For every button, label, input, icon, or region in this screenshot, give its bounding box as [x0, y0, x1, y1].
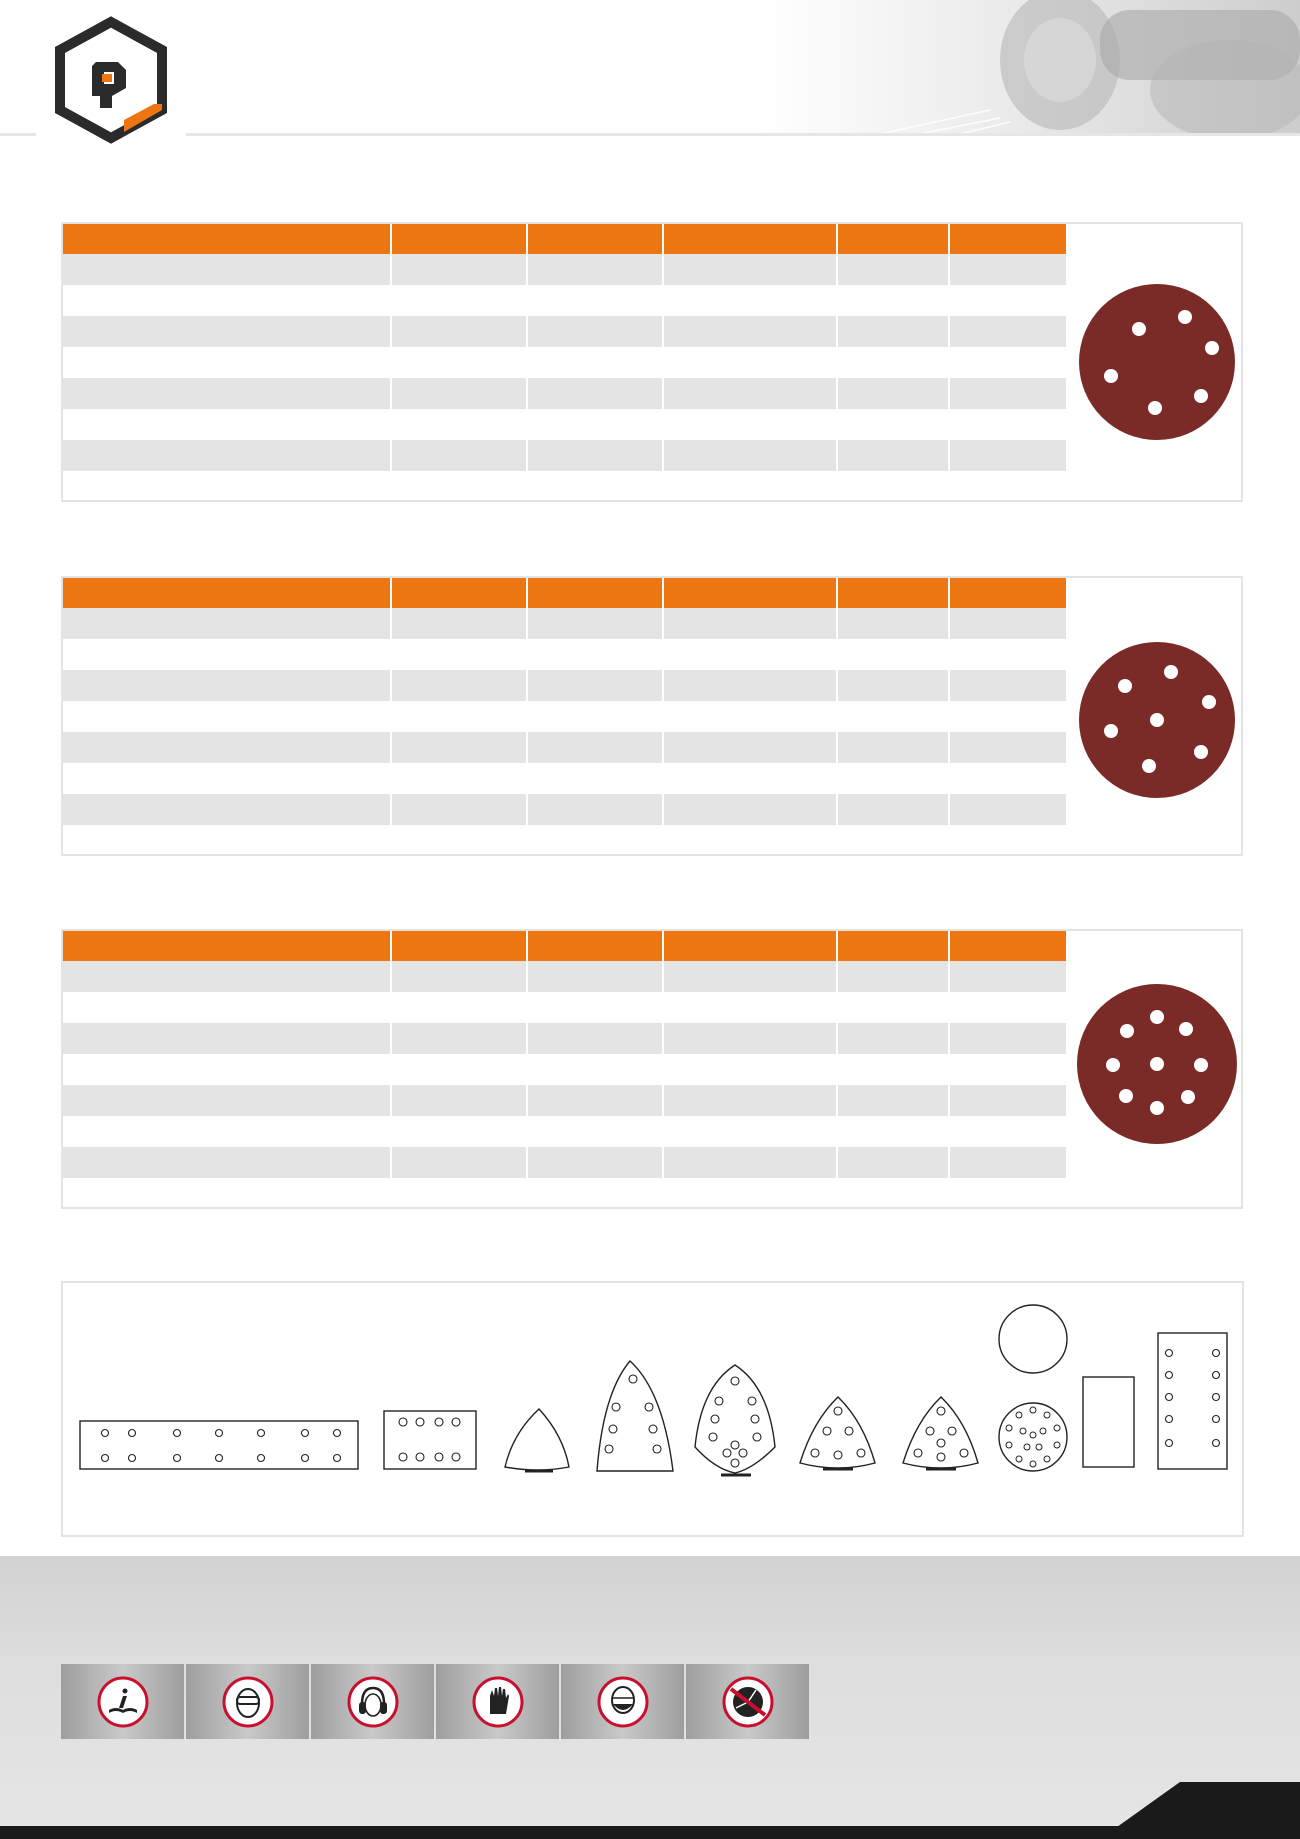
- header-cell: [838, 931, 948, 961]
- header-cell: [950, 931, 1066, 961]
- mask-protection-icon: [597, 1676, 649, 1728]
- safety-tile: [686, 1664, 809, 1739]
- table-row: [63, 316, 1066, 347]
- strip-10-holes-icon: [1157, 1332, 1228, 1470]
- table-row: [63, 639, 1066, 670]
- sheet-shapes-diagram: [79, 1304, 1228, 1477]
- header-cell: [664, 578, 836, 608]
- table-row: [63, 1147, 1066, 1178]
- long-strip-14-holes-icon: [79, 1420, 359, 1470]
- header-photo: [760, 0, 1300, 140]
- sanding-disc-9-holes-icon: [1077, 984, 1237, 1144]
- footer-bottom-bar: [0, 1826, 1300, 1839]
- eye-protection-icon: [222, 1676, 274, 1728]
- round-multi-holes-icon: [998, 1402, 1068, 1472]
- safety-tile: [311, 1664, 434, 1739]
- table-row: [63, 763, 1066, 794]
- header-cell: [664, 224, 836, 254]
- product-table: [63, 578, 1066, 825]
- footer-corner-accent: [1110, 1782, 1300, 1832]
- table-header-row: [63, 931, 1066, 961]
- delta-no-holes-icon: [504, 1408, 570, 1473]
- header-cell: [392, 224, 526, 254]
- header: [0, 0, 1300, 168]
- table-row: [63, 608, 1066, 639]
- table-row: [63, 347, 1066, 378]
- brand-hexagon-logo-icon: [36, 0, 186, 168]
- table-row: [63, 254, 1066, 285]
- header-cell: [664, 931, 836, 961]
- header-cell: [838, 224, 948, 254]
- rectangle-8-holes-icon: [383, 1410, 477, 1470]
- rectangle-no-holes-icon: [1082, 1376, 1135, 1468]
- read-manual-icon: [97, 1676, 149, 1728]
- safety-tile: [436, 1664, 559, 1739]
- product-panel-9-holes: [61, 929, 1243, 1209]
- safety-icons-strip: [61, 1664, 809, 1739]
- header-divider: [0, 133, 1300, 136]
- header-cell: [950, 224, 1066, 254]
- table-row: [63, 794, 1066, 825]
- header-cell: [838, 578, 948, 608]
- safety-tile: [186, 1664, 309, 1739]
- table-row: [63, 440, 1066, 471]
- header-cell: [528, 931, 662, 961]
- table-row: [63, 732, 1066, 763]
- ear-protection-icon: [347, 1676, 399, 1728]
- power-tool-photo: [879, 0, 1300, 140]
- product-panel-7-holes: [61, 576, 1243, 856]
- table-header-row: [63, 578, 1066, 608]
- header-cell: [63, 578, 390, 608]
- table-row: [63, 285, 1066, 316]
- table-row: [63, 701, 1066, 732]
- header-cell: [63, 224, 390, 254]
- header-cell: [392, 931, 526, 961]
- table-row: [63, 961, 1066, 992]
- table-row: [63, 992, 1066, 1023]
- iron-shape-8-holes-icon: [596, 1359, 674, 1472]
- triangle-6-holes-icon: [799, 1396, 876, 1471]
- sanding-disc-6-holes-icon: [1079, 284, 1235, 440]
- sanding-disc-7-holes-icon: [1079, 642, 1235, 798]
- product-table: [63, 224, 1066, 471]
- product-panel-6-holes: [61, 222, 1243, 502]
- no-damaged-disc-icon: [722, 1676, 774, 1728]
- header-cell: [528, 224, 662, 254]
- product-table: [63, 931, 1066, 1178]
- sheet-shapes-panel: [61, 1281, 1244, 1537]
- header-cell: [63, 931, 390, 961]
- table-header-row: [63, 224, 1066, 254]
- table-row: [63, 670, 1066, 701]
- header-cell: [950, 578, 1066, 608]
- table-row: [63, 1116, 1066, 1147]
- safety-tile: [61, 1664, 184, 1739]
- iron-shape-11-holes-icon: [694, 1364, 776, 1477]
- table-row: [63, 1023, 1066, 1054]
- table-row: [63, 378, 1066, 409]
- round-no-holes-icon: [998, 1304, 1068, 1374]
- triangle-7-holes-icon: [902, 1396, 979, 1471]
- table-row: [63, 1085, 1066, 1116]
- safety-tile: [561, 1664, 684, 1739]
- hand-protection-icon: [472, 1676, 524, 1728]
- table-row: [63, 1054, 1066, 1085]
- table-row: [63, 409, 1066, 440]
- header-cell: [528, 578, 662, 608]
- header-cell: [392, 578, 526, 608]
